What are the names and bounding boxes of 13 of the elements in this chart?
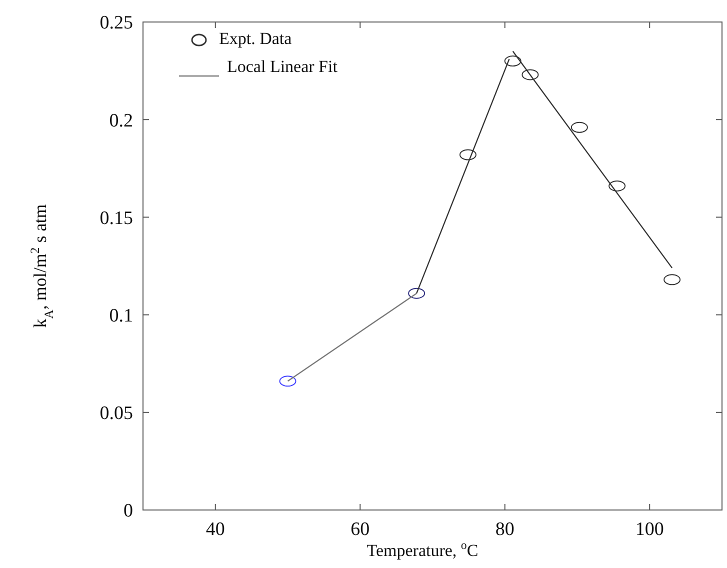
legend-label: Local Linear Fit [227,57,338,76]
x-tick-label: 60 [350,519,370,540]
y-tick-label: 0.05 [100,403,133,424]
x-tick-label: 80 [495,519,514,540]
x-axis-title: Temperature, $^{o}$C [366,538,478,560]
y-tick-label: 0.1 [109,305,133,326]
y-tick-label: 0.2 [109,110,133,132]
y-tick-label: 0.25 [100,12,133,34]
y-tick-label: 0 [124,500,133,522]
x-tick-label: 100 [635,519,664,540]
legend-label: Expt. Data [219,29,292,48]
y-tick-label: 0.15 [100,208,133,229]
x-tick-label: 40 [206,519,225,540]
